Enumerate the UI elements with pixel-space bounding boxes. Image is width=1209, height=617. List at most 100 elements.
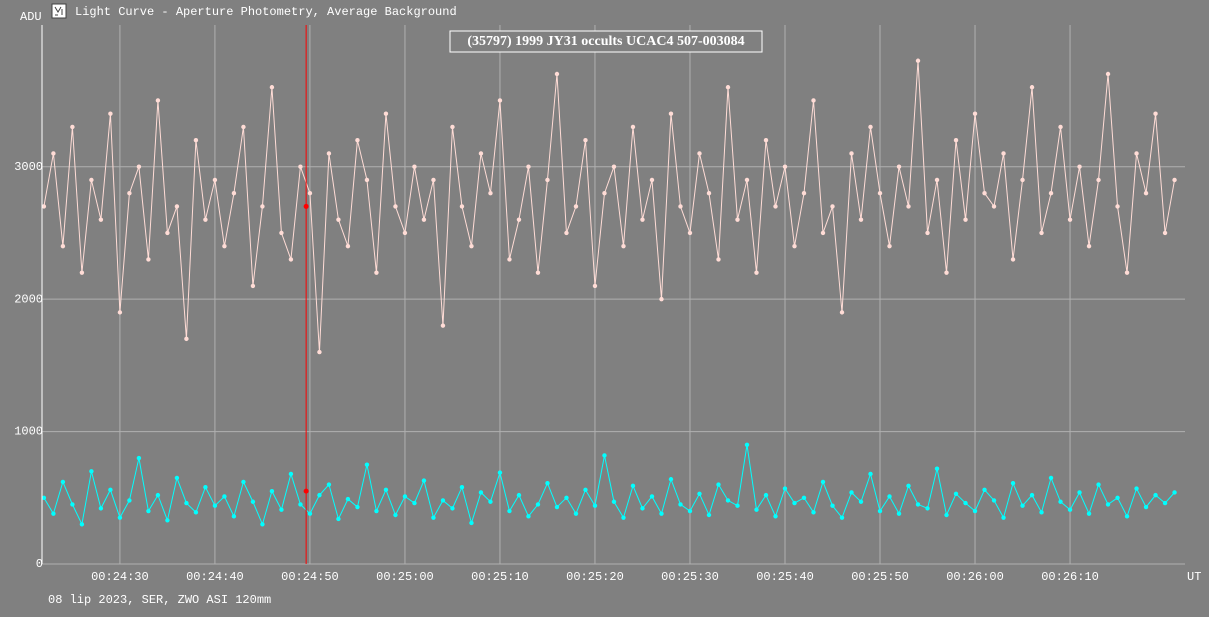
data-point [735, 217, 740, 222]
data-point [877, 190, 883, 196]
data-point [89, 177, 94, 183]
data-point [98, 506, 104, 511]
data-point [193, 138, 199, 143]
data-point [70, 502, 75, 507]
data-point [744, 177, 750, 183]
data-point [621, 243, 626, 249]
data-point [1058, 124, 1063, 130]
data-point [820, 479, 826, 485]
data-point [1077, 490, 1082, 495]
x-tick-label: 00:25:10 [471, 570, 529, 584]
data-point [782, 486, 788, 491]
data-point [573, 204, 579, 209]
data-point [98, 217, 104, 222]
data-point [79, 270, 85, 275]
data-point [706, 190, 712, 196]
data-point [41, 495, 47, 500]
data-point [317, 349, 322, 355]
data-point [488, 499, 493, 504]
data-point [1010, 257, 1016, 262]
y-tick-label: 2000 [14, 292, 43, 306]
data-point [554, 504, 560, 510]
data-point [991, 204, 997, 209]
data-point [773, 204, 778, 209]
data-point [697, 151, 702, 156]
data-point [231, 190, 237, 196]
data-point [583, 138, 588, 143]
data-point [716, 257, 721, 262]
data-point [1001, 151, 1006, 156]
data-point [687, 508, 693, 514]
data-point [906, 483, 911, 489]
data-point [1153, 492, 1158, 498]
data-point [754, 270, 759, 275]
data-point [241, 479, 246, 485]
data-point [1115, 204, 1120, 209]
data-point [830, 204, 835, 209]
data-point [801, 190, 807, 196]
data-point [336, 516, 341, 522]
data-point [801, 495, 807, 500]
data-point [1172, 177, 1177, 183]
data-point [431, 515, 436, 520]
data-point [60, 479, 66, 485]
data-point [421, 217, 427, 222]
data-point [383, 487, 389, 493]
data-point [231, 514, 237, 519]
data-point [307, 511, 313, 516]
data-point [298, 502, 303, 507]
data-point [108, 487, 113, 493]
data-point [1086, 511, 1092, 516]
data-point [735, 503, 740, 508]
data-point [868, 471, 873, 477]
data-point [811, 98, 816, 103]
data-point [1153, 111, 1158, 116]
data-point [516, 217, 522, 222]
data-point [678, 502, 683, 507]
data-point [877, 508, 883, 514]
data-point [621, 515, 626, 520]
data-point [1039, 230, 1044, 236]
data-point [51, 151, 56, 156]
data-point [193, 510, 199, 515]
data-point [1048, 190, 1054, 196]
x-tick-label: 00:25:40 [756, 570, 814, 584]
data-point [592, 503, 598, 508]
data-point [497, 98, 503, 103]
data-point [725, 498, 731, 503]
data-point [165, 518, 170, 523]
data-point [1039, 510, 1044, 515]
data-point [440, 323, 446, 328]
data-point [982, 487, 987, 493]
data-point [1134, 151, 1139, 156]
data-point [1020, 177, 1025, 183]
data-point [146, 508, 151, 514]
data-point [117, 515, 123, 520]
data-point [649, 177, 655, 183]
series-line [43, 444, 1175, 526]
data-point [70, 124, 75, 130]
data-point [336, 217, 341, 222]
footer: 08 lip 2023, SER, ZWO ASI 120mm [48, 593, 271, 607]
data-point [174, 204, 180, 209]
x-axis-label: UT [1187, 570, 1201, 584]
plot-area [41, 25, 1177, 564]
data-point [393, 204, 398, 209]
data-point [744, 442, 750, 448]
data-point [364, 177, 370, 183]
y-tick-label: 3000 [14, 160, 43, 174]
data-point [507, 257, 512, 262]
data-point [1010, 481, 1016, 486]
data-point [858, 217, 864, 222]
title-box: (35797) 1999 JY31 occults UCAC4 507-0030… [449, 30, 763, 53]
data-point [668, 477, 674, 482]
data-point [915, 58, 921, 63]
data-point [1143, 504, 1149, 510]
data-point [260, 522, 265, 527]
data-point [136, 455, 142, 461]
data-point [374, 270, 379, 275]
data-point [1067, 507, 1073, 512]
data-point [763, 138, 769, 143]
data-point [678, 204, 683, 209]
data-point [934, 177, 940, 183]
